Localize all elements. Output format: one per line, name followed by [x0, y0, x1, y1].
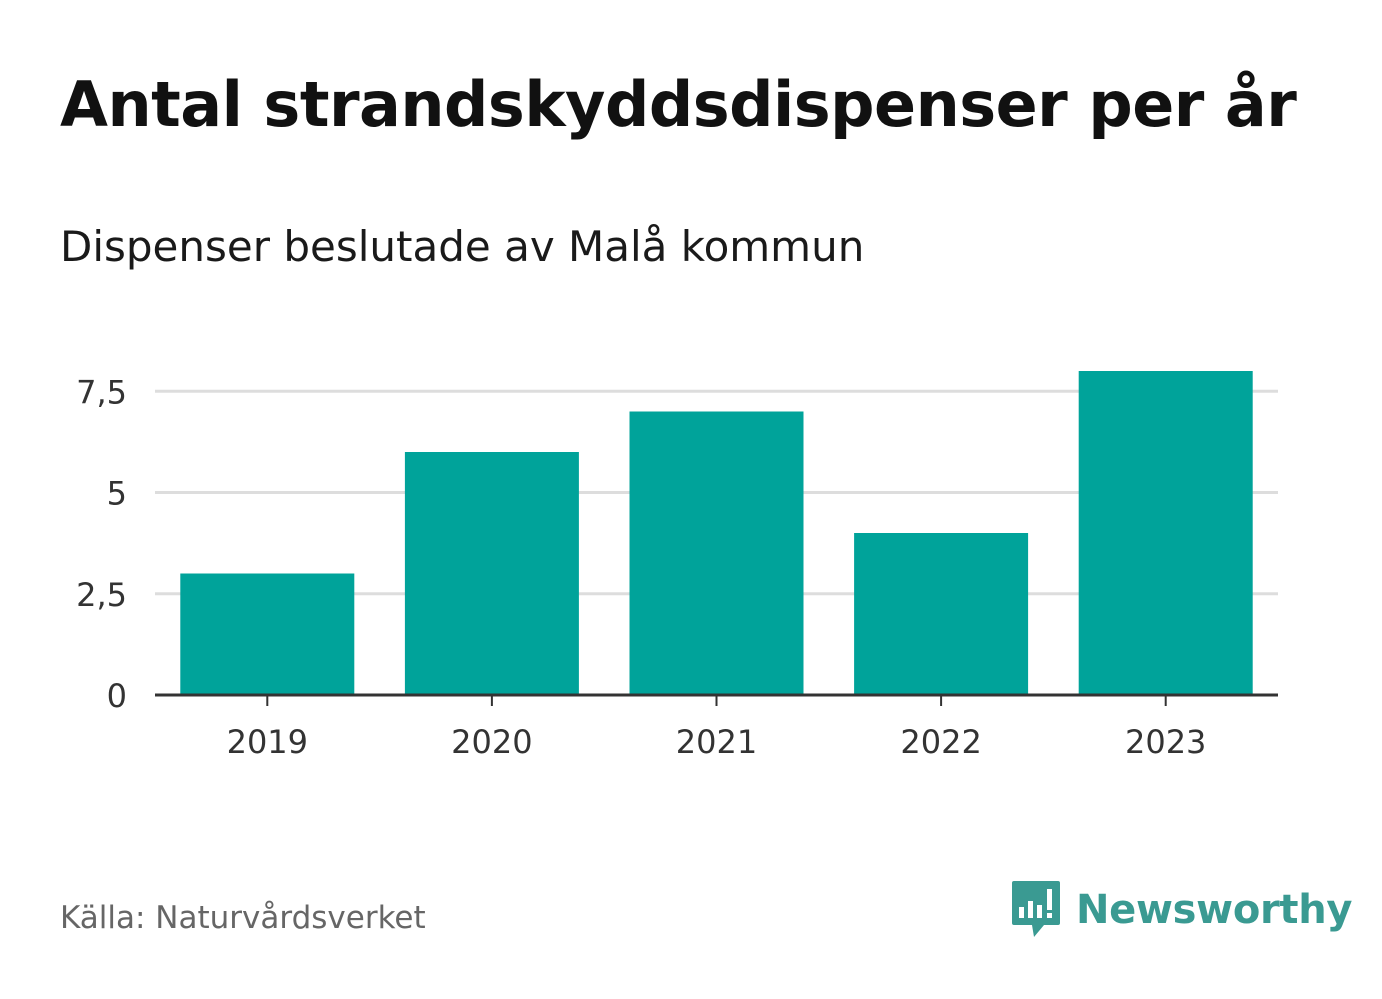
brand-name: Newsworthy [1076, 887, 1353, 933]
bar-2021 [629, 411, 804, 695]
tick-labels: 0 2,5 5 7,5 2019 2020 2021 2022 2023 [76, 373, 1206, 761]
y-tick-label-2: 5 [107, 475, 127, 513]
brand-logo: Newsworthy [1010, 878, 1353, 942]
axes [155, 693, 1278, 706]
bar-2023 [1078, 371, 1253, 695]
x-tick-label-2022: 2022 [900, 723, 981, 761]
chart-title: Antal strandskyddsdispenser per år [60, 68, 1297, 141]
bar-2019 [180, 573, 355, 695]
chart-subtitle: Dispenser beslutade av Malå kommun [60, 222, 865, 271]
x-tick-label-2020: 2020 [451, 723, 532, 761]
x-tick-label-2023: 2023 [1125, 723, 1206, 761]
y-tick-label-3: 7,5 [76, 373, 127, 411]
newsworthy-logo-icon [1012, 881, 1060, 937]
source-note: Källa: Naturvårdsverket [60, 900, 426, 936]
x-tick-label-2021: 2021 [676, 723, 757, 761]
bar-2022 [854, 533, 1029, 695]
x-tick-label-2019: 2019 [227, 723, 308, 761]
y-tick-label-0: 0 [107, 677, 127, 715]
y-tick-label-1: 2,5 [76, 576, 127, 614]
bars [180, 371, 1253, 695]
bar-2020 [404, 452, 579, 695]
